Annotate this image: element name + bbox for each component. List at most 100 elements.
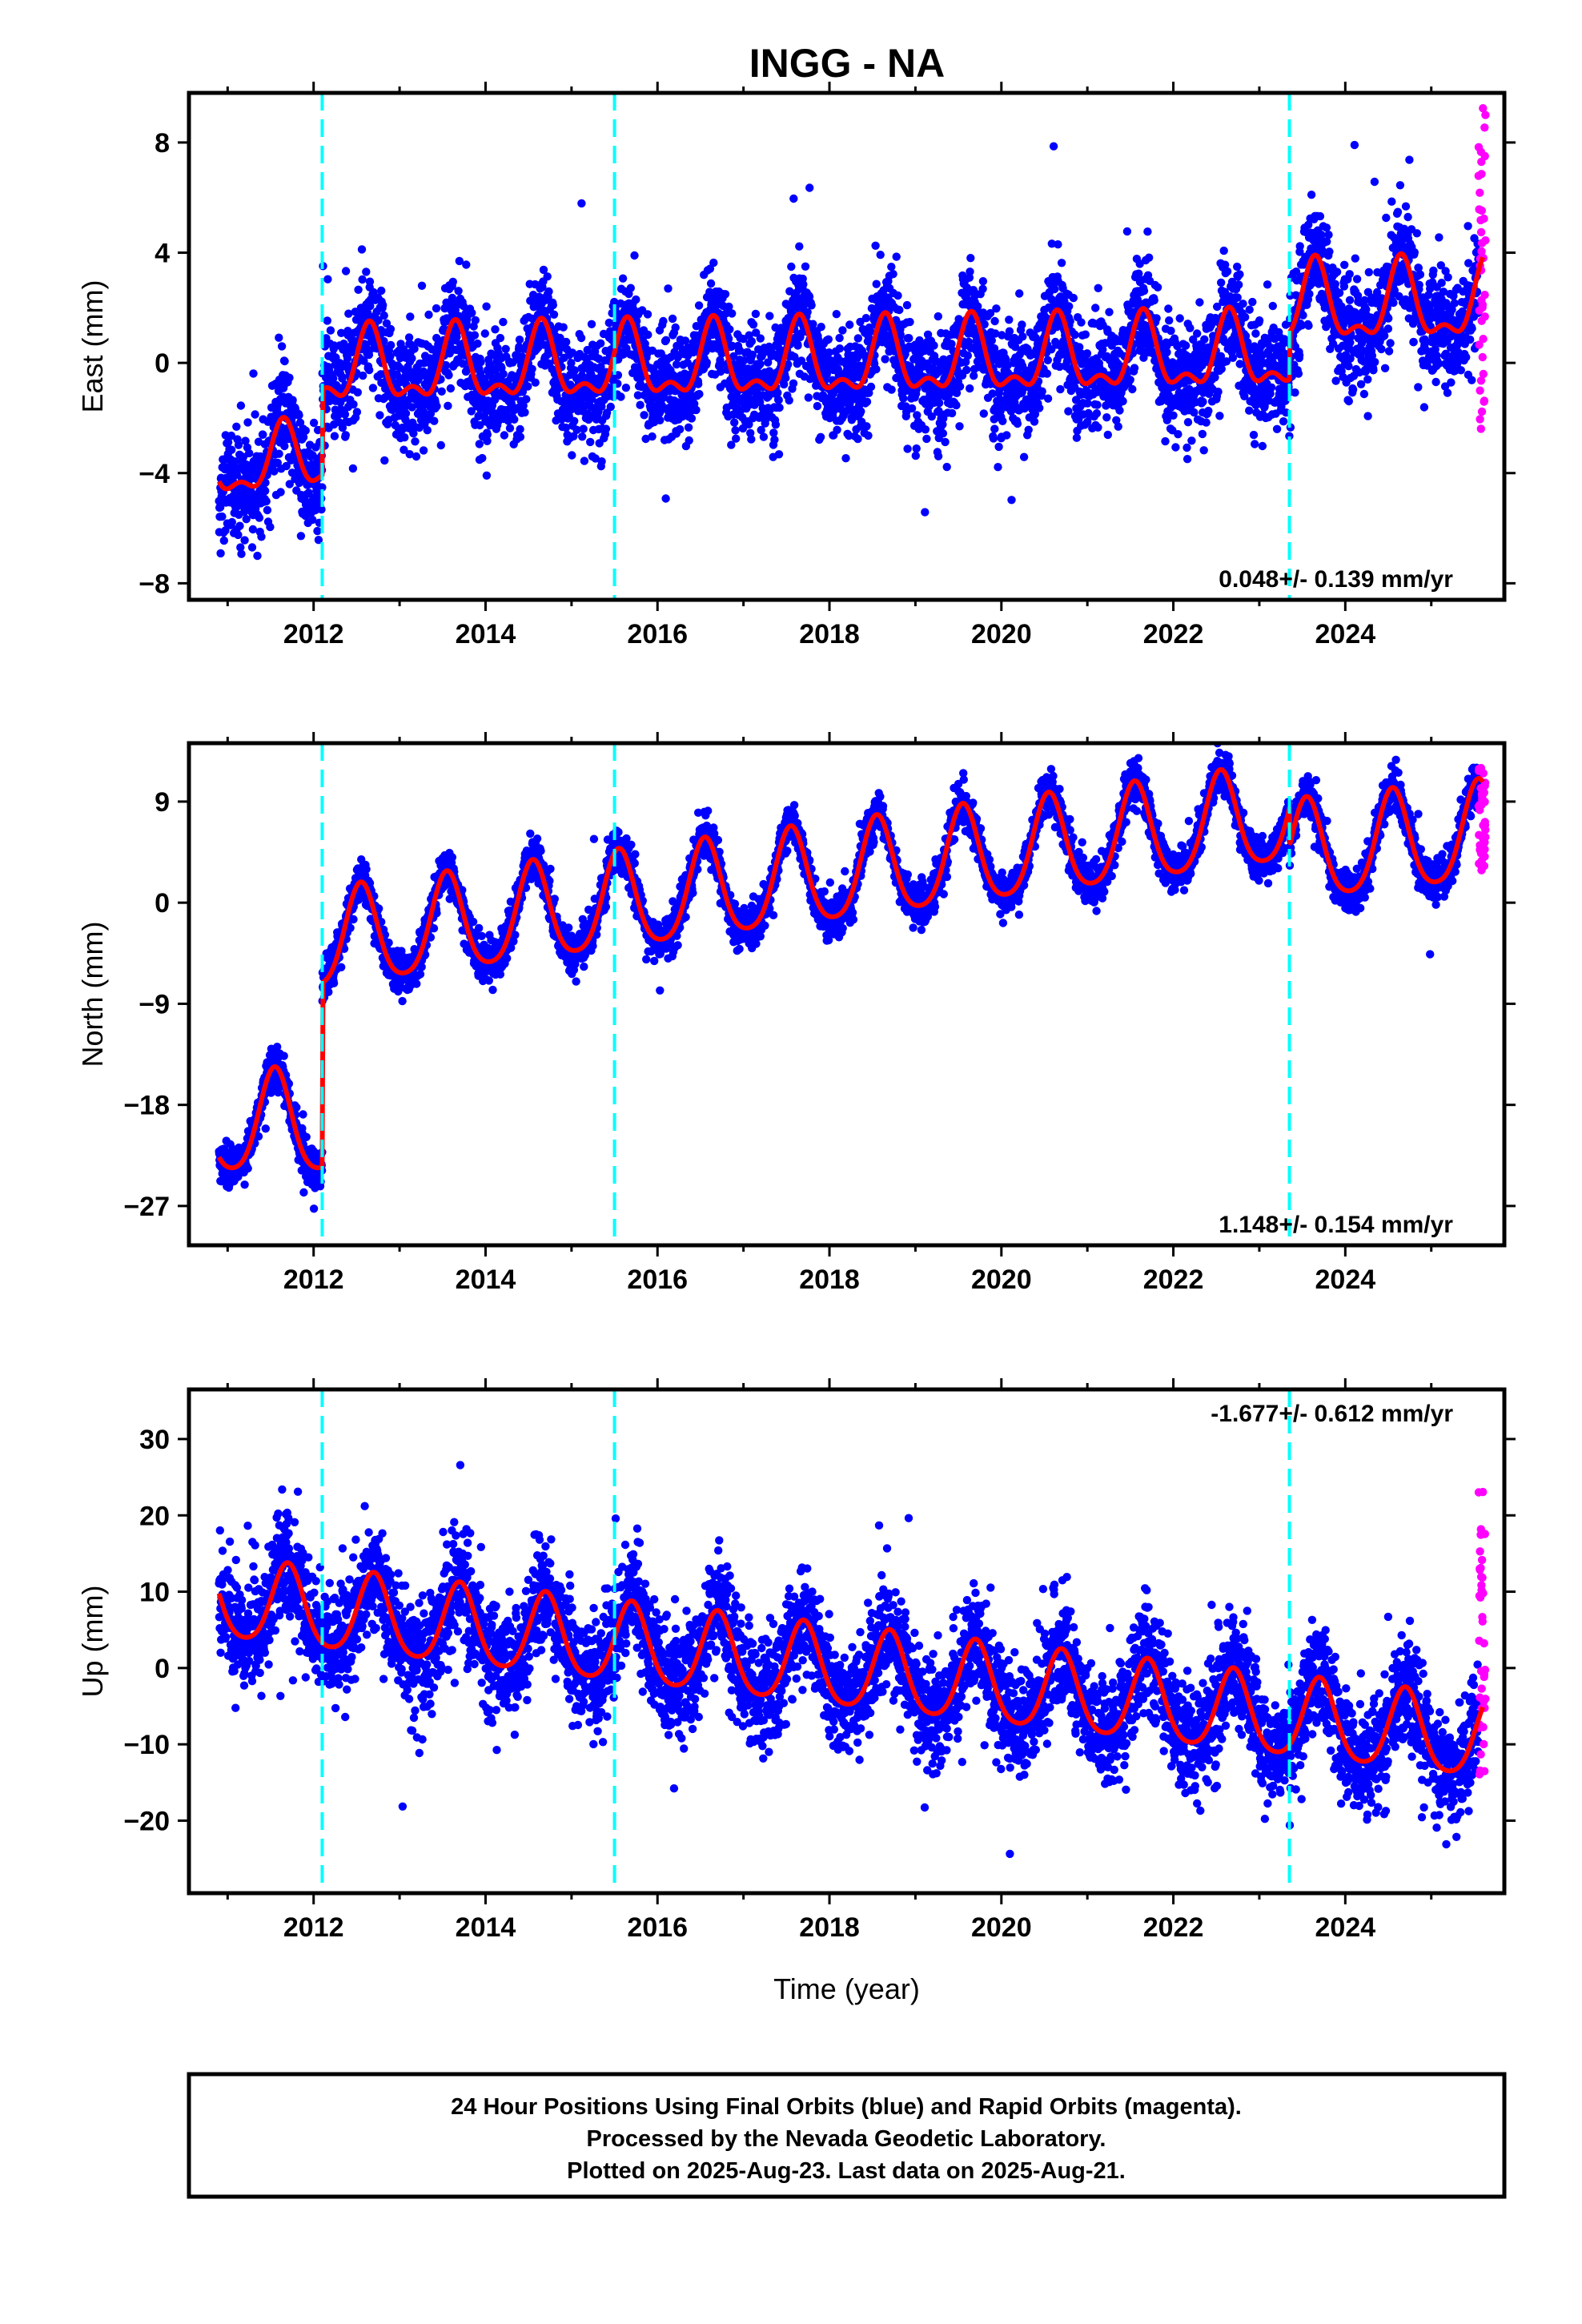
final-orbit-point: [1065, 302, 1074, 311]
final-orbit-point: [1295, 351, 1304, 360]
final-orbit-point: [998, 416, 1007, 425]
final-orbit-point: [230, 457, 239, 466]
final-orbit-point: [1007, 496, 1016, 505]
final-orbit-point: [1115, 406, 1124, 415]
final-orbit-point: [570, 416, 579, 425]
final-orbit-point: [1002, 431, 1011, 440]
final-orbit-point: [702, 358, 711, 367]
final-orbit-point: [1030, 417, 1039, 426]
final-orbit-point: [467, 407, 476, 416]
final-orbit-point: [661, 494, 670, 503]
final-orbit-point: [765, 312, 774, 320]
final-orbit-point: [409, 429, 418, 438]
final-orbit-point: [337, 328, 346, 337]
final-orbit-point: [476, 420, 484, 430]
final-orbit-point: [441, 360, 451, 370]
final-orbit-point: [285, 373, 294, 382]
final-orbit-point: [505, 424, 515, 432]
final-orbit-point: [408, 403, 416, 412]
final-orbit-point: [1153, 283, 1162, 292]
final-orbit-point: [1035, 404, 1044, 412]
final-orbit-point: [515, 336, 524, 344]
final-orbit-point: [501, 344, 510, 353]
final-orbit-point: [1331, 376, 1340, 385]
final-orbit-point: [732, 434, 741, 443]
final-orbit-point: [1241, 312, 1250, 322]
final-orbit-point: [338, 423, 347, 432]
final-orbit-point: [692, 405, 701, 415]
final-orbit-point: [775, 403, 784, 412]
final-orbit-point: [1233, 293, 1242, 302]
final-orbit-point: [1092, 409, 1102, 418]
final-orbit-point: [962, 365, 971, 375]
final-orbit-point: [671, 323, 680, 332]
final-orbit-point: [785, 396, 793, 405]
final-orbit-point: [795, 242, 804, 251]
final-orbit-point: [1248, 297, 1257, 307]
final-orbit-point: [751, 309, 761, 319]
final-orbit-point: [562, 337, 571, 347]
final-orbit-point: [1056, 384, 1065, 394]
final-orbit-point: [963, 351, 973, 360]
final-orbit-point: [1161, 436, 1170, 446]
final-orbit-point: [966, 254, 975, 263]
final-orbit-point: [232, 470, 242, 479]
final-orbit-point: [801, 262, 810, 271]
final-orbit-point: [365, 365, 374, 375]
final-orbit-point: [270, 467, 279, 476]
final-orbit-point: [1245, 305, 1254, 314]
figure-title: INGG - NA: [749, 41, 945, 86]
final-orbit-point: [644, 330, 652, 340]
final-orbit-point: [881, 355, 889, 364]
final-orbit-point: [664, 284, 673, 293]
final-orbit-point: [1199, 397, 1207, 406]
final-orbit-point: [994, 442, 1003, 452]
final-orbit-point: [640, 411, 648, 420]
final-orbit-point: [375, 411, 384, 420]
final-orbit-point: [343, 354, 352, 363]
final-orbit-point: [215, 503, 225, 512]
final-orbit-point: [496, 333, 505, 343]
final-orbit-point: [483, 436, 492, 445]
final-orbit-point: [1057, 259, 1066, 267]
final-orbit-point: [747, 337, 757, 346]
final-orbit-point: [606, 402, 615, 412]
final-orbit-point: [285, 480, 294, 489]
final-orbit-point: [1013, 419, 1022, 428]
final-orbit-point: [437, 387, 446, 396]
final-orbit-point: [1139, 287, 1149, 296]
final-orbit-point: [340, 410, 350, 419]
final-orbit-point: [1164, 304, 1173, 313]
final-orbit-point: [247, 543, 257, 552]
final-orbit-point: [543, 272, 552, 281]
final-orbit-point: [508, 358, 517, 367]
final-orbit-point: [559, 323, 568, 332]
final-orbit-point: [276, 488, 285, 497]
final-orbit-point: [296, 532, 306, 541]
final-orbit-point: [587, 320, 596, 328]
final-orbit-point: [1171, 443, 1180, 452]
final-orbit-point: [576, 333, 586, 343]
final-orbit-point: [787, 262, 796, 271]
final-orbit-point: [243, 418, 252, 427]
final-orbit-point: [905, 334, 913, 343]
final-orbit-point: [1018, 332, 1027, 341]
final-orbit-point: [218, 512, 227, 521]
final-orbit-point: [1181, 341, 1191, 350]
final-orbit-point: [887, 385, 896, 394]
final-orbit-point: [781, 373, 790, 383]
final-orbit-point: [468, 308, 476, 317]
final-orbit-point: [313, 526, 322, 536]
final-orbit-point: [862, 397, 872, 406]
final-orbit-point: [1064, 407, 1073, 416]
final-orbit-point: [516, 432, 525, 441]
final-orbit-point: [478, 453, 487, 463]
final-orbit-point: [1018, 320, 1026, 329]
final-orbit-point: [261, 486, 270, 496]
final-orbit-point: [330, 432, 339, 440]
final-orbit-point: [841, 454, 850, 463]
final-orbit-point: [621, 384, 631, 392]
final-orbit-point: [1217, 278, 1226, 287]
final-orbit-point: [354, 285, 363, 294]
final-orbit-point: [903, 444, 912, 453]
